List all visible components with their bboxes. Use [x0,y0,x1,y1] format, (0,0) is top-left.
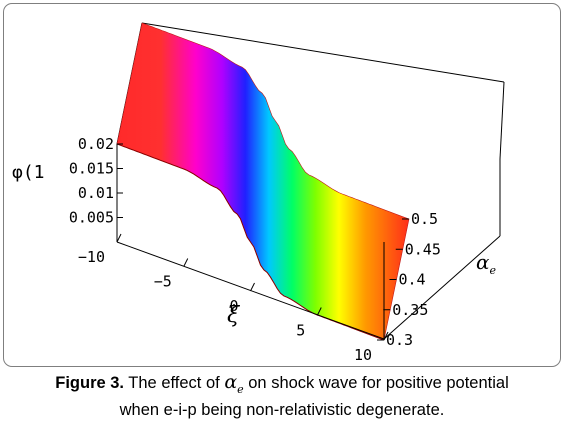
xi-tick-label: 10 [354,346,372,364]
xi-tick-label: 5 [296,322,305,340]
xi-tick [183,258,189,267]
caption-symbol: αe [224,371,244,396]
z-tick-label: 0.01 [78,184,114,202]
xi-tick [116,233,122,243]
axes: 0.02 0.015 0.01 0.005 −10 −5 0 5 10 0.5 0.45 0.4 0.3… [69,135,441,364]
shock-surface [116,22,410,341]
xi-tick-label: 0 [229,297,238,315]
caption-line-2: when e-i-p being non-relativistic degene… [119,400,445,419]
surface-polygon [116,22,410,341]
figure-frame: 0.02 0.015 0.01 0.005 −10 −5 0 5 10 0.5 0.45 0.4 0.3… [3,3,561,367]
figure-caption: Figure 3. The effect of αe on shock wave… [0,372,564,420]
xi-tick-label: −10 [78,248,105,266]
alpha-tick-label: 0.5 [411,210,438,228]
xi-tick [383,331,389,341]
alpha-tick-label: 0.4 [399,271,426,289]
z-axis-label: φ(1 [12,162,45,183]
z-tick-label: 0.02 [78,135,114,153]
alpha-axis-label: αe [476,250,497,277]
alpha-tick-label: 0.45 [405,240,441,258]
z-tick-label: 0.015 [69,160,114,178]
caption-text-after: on shock wave for positive potential [243,374,509,392]
xi-axis-label: ξ [227,303,241,328]
caption-line-1: Figure 3. The effect of αe on shock wave… [0,372,564,400]
xi-tick-label: −5 [154,273,172,291]
surface-plot: 0.02 0.015 0.01 0.005 −10 −5 0 5 10 0.5 0.45 0.4 0.3… [12,22,505,364]
alpha-tick-label: 0.35 [392,301,428,319]
xi-tick [250,282,255,292]
alpha-tick-label: 0.3 [386,331,413,349]
xi-tick [316,307,322,316]
z-tick-label: 0.005 [69,209,114,227]
caption-text-before: The effect of [124,374,225,392]
figure-label: Figure 3. [55,374,125,392]
